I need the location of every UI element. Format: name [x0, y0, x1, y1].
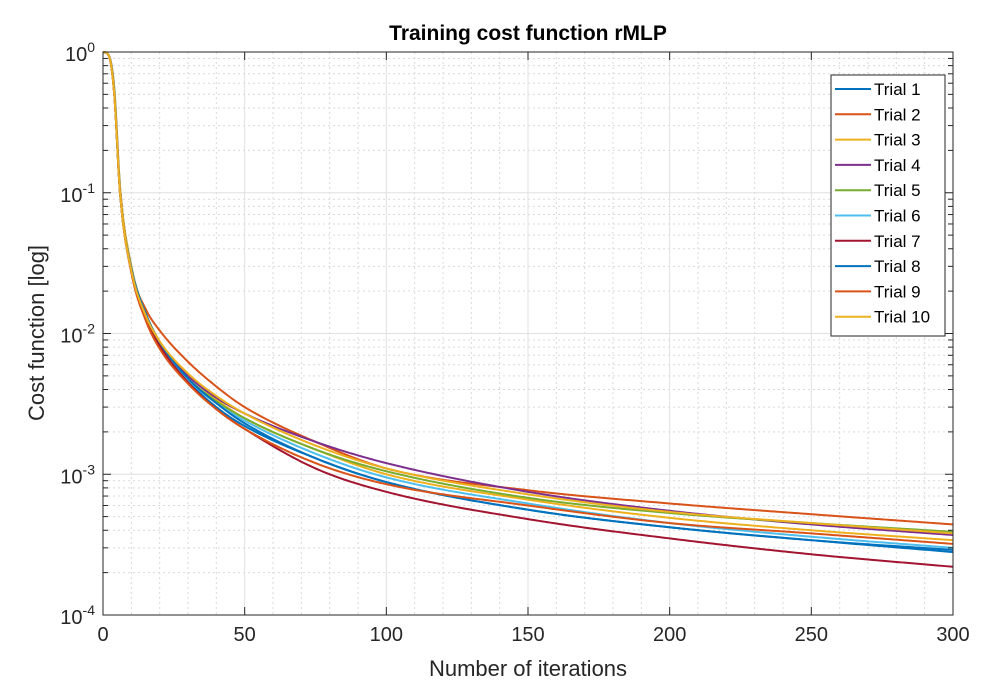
- legend-item-trial-3: Trial 3: [835, 131, 921, 150]
- y-tick-label: 100: [65, 39, 95, 66]
- axes: [102, 51, 954, 616]
- legend-label: Trial 5: [874, 181, 921, 200]
- legend-label: Trial 6: [874, 207, 921, 226]
- x-tick-label: 0: [97, 624, 108, 646]
- legend-label: Trial 9: [874, 282, 921, 301]
- series-line-trial-9: [102, 51, 954, 545]
- x-tick-label: 150: [511, 624, 544, 646]
- x-tick-label: 250: [795, 624, 828, 646]
- legend-item-trial-7: Trial 7: [835, 232, 921, 251]
- x-tick-label: 300: [936, 624, 969, 646]
- y-tick-label: 10-4: [60, 602, 95, 629]
- tick-labels: 0 50 100 150 200 250 300 100 10-1 10-2 10-3 10-4: [60, 39, 969, 646]
- legend: Trial 1 Trial 2 Trial 3 Trial 4 Trial 5 Trial…: [830, 74, 946, 337]
- series-line-trial-6: [102, 51, 954, 549]
- y-tick-label: 10-3: [60, 461, 95, 488]
- x-axis-label: Number of iterations: [429, 656, 627, 681]
- legend-label: Trial 1: [874, 80, 921, 99]
- legend-label: Trial 2: [874, 105, 921, 124]
- legend-item-trial-2: Trial 2: [835, 105, 921, 124]
- x-tick-label: 200: [653, 624, 686, 646]
- legend-item-trial-10: Trial 10: [835, 308, 930, 327]
- chart-title: Training cost function rMLP: [389, 22, 667, 45]
- y-tick-label: 10-2: [60, 321, 95, 348]
- legend-item-trial-4: Trial 4: [835, 156, 921, 175]
- x-tick-label: 100: [370, 624, 403, 646]
- legend-label: Trial 10: [874, 308, 930, 327]
- legend-label: Trial 8: [874, 257, 921, 276]
- series-line-trial-8: [102, 51, 954, 551]
- x-tick-label: 50: [234, 624, 256, 646]
- legend-item-trial-9: Trial 9: [835, 282, 921, 301]
- y-axis-label: Cost function [log]: [24, 245, 49, 421]
- legend-item-trial-8: Trial 8: [835, 257, 921, 276]
- legend-item-trial-6: Trial 6: [835, 207, 921, 226]
- legend-box: [830, 74, 946, 337]
- legend-item-trial-1: Trial 1: [835, 80, 921, 99]
- legend-label: Trial 3: [874, 131, 921, 150]
- series-line-trial-2: [102, 51, 954, 526]
- legend-item-trial-5: Trial 5: [835, 181, 921, 200]
- legend-label: Trial 7: [874, 232, 921, 251]
- legend-label: Trial 4: [874, 156, 921, 175]
- series-layer: [102, 51, 954, 568]
- y-tick-label: 10-1: [60, 180, 95, 207]
- series-line-trial-10: [102, 51, 954, 535]
